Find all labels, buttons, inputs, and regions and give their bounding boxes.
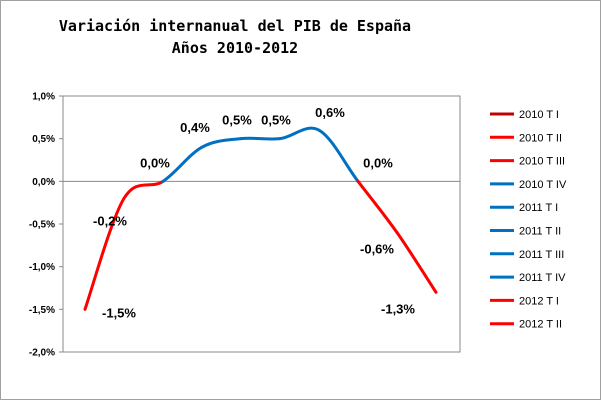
y-tick-label: -1,0% <box>29 262 55 273</box>
chart-title-line1: Variación internanual del PIB de España <box>59 17 411 35</box>
legend-label: 2012 T I <box>519 295 559 307</box>
y-tick-label: 0,5% <box>32 134 55 145</box>
legend-label: 2010 T I <box>519 109 559 121</box>
series-segment <box>200 137 243 149</box>
series-segment <box>83 196 126 311</box>
series-segment <box>278 126 321 141</box>
series-segment <box>122 179 165 200</box>
legend-label: 2011 T IV <box>519 272 566 284</box>
series-segment <box>161 145 204 183</box>
legend-label: 2010 T IV <box>519 179 567 191</box>
data-label: 0,0% <box>363 155 393 170</box>
legend: 2010 T I 2010 T II 2010 T III 2010 T IV 2011… <box>490 109 567 331</box>
data-label: -1,3% <box>381 301 415 316</box>
data-labels: -1,5% -0,2% 0,0% 0,4% 0,5% 0,5% 0,6% 0,0% -0,6% -… <box>93 105 415 320</box>
legend-label: 2012 T II <box>519 319 562 331</box>
data-label: 0,6% <box>315 105 345 120</box>
data-label: 0,5% <box>261 113 291 128</box>
legend-label: 2010 T II <box>519 132 562 144</box>
series-segment <box>395 231 438 294</box>
series-segment <box>239 136 282 141</box>
data-label: -0,2% <box>93 213 127 228</box>
series-line <box>83 126 438 311</box>
y-tick-label: -1,5% <box>29 305 55 316</box>
data-label: 0,4% <box>180 120 210 135</box>
legend-label: 2011 T I <box>519 202 558 214</box>
legend-label: 2011 T II <box>519 226 561 238</box>
data-label: -1,5% <box>102 305 136 320</box>
chart-title-line2: Años 2010-2012 <box>172 39 298 57</box>
series-segment <box>317 128 360 183</box>
y-axis: 1,0% 0,5% 0,0% -0,5% -1,0% -1,5% -2,0% <box>29 92 460 359</box>
y-tick-label: -0,5% <box>29 220 55 231</box>
series-segment <box>356 179 399 235</box>
legend-label: 2010 T III <box>519 156 565 168</box>
legend-label: 2011 T III <box>519 249 564 261</box>
y-tick-label: -2,0% <box>29 348 55 359</box>
data-label: 0,5% <box>222 113 252 128</box>
data-label: -0,6% <box>360 242 394 257</box>
y-tick-label: 0,0% <box>32 177 55 188</box>
data-label: 0,0% <box>140 155 170 170</box>
y-tick-label: 1,0% <box>32 92 55 103</box>
